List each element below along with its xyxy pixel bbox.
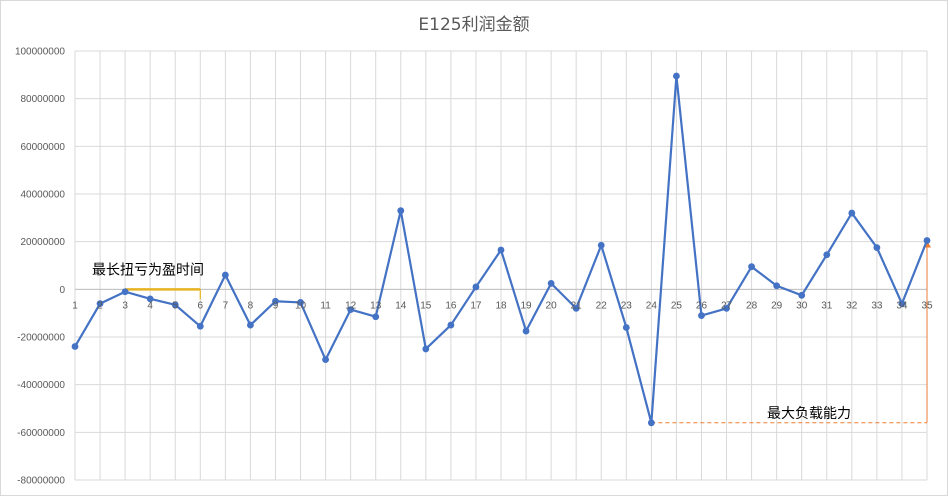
grid-lines <box>74 50 928 481</box>
y-tick-label: 20000000 <box>21 237 66 248</box>
data-point <box>272 297 279 305</box>
x-tick-label: 10 <box>295 300 307 311</box>
annotations <box>125 240 931 424</box>
x-tick-label: 28 <box>746 300 758 311</box>
x-tick-label: 1 <box>72 300 78 311</box>
x-tick-label: 12 <box>345 300 357 311</box>
y-tick-label: -20000000 <box>17 333 65 344</box>
data-point <box>547 279 555 287</box>
data-point <box>297 299 304 306</box>
data-point <box>673 72 680 80</box>
x-tick-label: 34 <box>896 300 908 311</box>
y-tick-label: 60000000 <box>21 142 66 153</box>
data-point <box>121 288 129 296</box>
x-axis-tick-labels: 1 2 3 4 5 6 7 8 9 10 11 12 13 14 15 16 17 18 19 20 21 22 23 24 2… <box>72 300 933 311</box>
data-point <box>647 419 655 427</box>
x-tick-label: 29 <box>771 300 783 311</box>
x-tick-label: 7 <box>223 300 229 311</box>
annotation-label-turnaround: 最长扭亏为盈时间 <box>92 262 204 278</box>
x-tick-label: 30 <box>796 300 808 311</box>
data-point <box>522 327 530 335</box>
x-tick-label: 24 <box>646 300 658 311</box>
data-point <box>823 251 831 259</box>
x-tick-label: 31 <box>821 300 833 311</box>
data-point <box>221 271 229 279</box>
x-tick-label: 4 <box>147 300 153 311</box>
data-point <box>71 343 79 350</box>
x-tick-label: 35 <box>921 300 933 311</box>
data-point <box>773 282 781 290</box>
x-tick-label: 19 <box>520 300 532 311</box>
data-point <box>848 209 856 217</box>
x-tick-label: 3 <box>122 300 128 311</box>
data-point <box>798 291 806 299</box>
y-tick-label: -60000000 <box>17 428 65 439</box>
x-tick-label: 26 <box>696 300 708 311</box>
x-tick-label: 32 <box>846 300 858 311</box>
x-tick-label: 9 <box>273 300 279 311</box>
x-tick-label: 5 <box>172 300 178 311</box>
x-tick-label: 13 <box>370 300 382 311</box>
x-tick-label: 25 <box>671 300 683 311</box>
x-tick-label: 15 <box>420 300 432 311</box>
data-point <box>748 263 755 271</box>
x-tick-label: 11 <box>320 300 331 311</box>
data-point <box>597 241 605 249</box>
x-tick-label: 22 <box>596 300 608 311</box>
x-tick-label: 16 <box>445 300 457 311</box>
data-point <box>372 313 380 321</box>
data-point <box>572 305 580 312</box>
chart-title: E125利润金额 <box>418 15 530 35</box>
y-tick-label: -40000000 <box>17 380 65 391</box>
data-point <box>146 295 154 303</box>
x-tick-label: 33 <box>871 300 883 311</box>
data-point <box>422 345 430 353</box>
data-point <box>873 244 881 252</box>
x-tick-label: 23 <box>621 300 633 311</box>
y-tick-label: 100000000 <box>15 47 65 58</box>
y-tick-label: 0 <box>59 285 65 296</box>
y-tick-label: 40000000 <box>21 190 66 201</box>
data-point <box>96 300 104 308</box>
y-tick-label: 80000000 <box>21 94 66 105</box>
data-point <box>898 300 906 308</box>
data-point <box>347 306 355 313</box>
x-tick-label: 27 <box>721 300 733 311</box>
data-point <box>622 324 630 331</box>
y-axis-tick-labels: 100000000 80000000 60000000 40000000 2000000… <box>15 47 66 487</box>
x-tick-label: 21 <box>571 300 583 311</box>
data-point <box>497 246 505 254</box>
data-point <box>447 321 455 329</box>
x-tick-label: 8 <box>248 300 254 311</box>
x-tick-label: 17 <box>470 300 482 311</box>
data-point <box>723 305 730 312</box>
data-point <box>171 301 179 309</box>
data-point <box>196 322 204 330</box>
data-point <box>472 283 480 291</box>
series-line <box>71 72 931 427</box>
data-point <box>923 237 931 244</box>
data-point <box>698 312 705 319</box>
x-tick-label: 20 <box>546 300 558 311</box>
y-tick-label: -80000000 <box>17 476 65 487</box>
x-tick-label: 18 <box>495 300 507 311</box>
x-tick-label: 6 <box>198 300 204 311</box>
data-point <box>397 207 405 215</box>
data-point <box>322 356 329 364</box>
data-point <box>247 321 254 329</box>
x-tick-label: 14 <box>395 300 407 311</box>
annotation-label-max-load: 最大负载能力 <box>767 406 851 422</box>
x-tick-label: 2 <box>97 300 103 311</box>
